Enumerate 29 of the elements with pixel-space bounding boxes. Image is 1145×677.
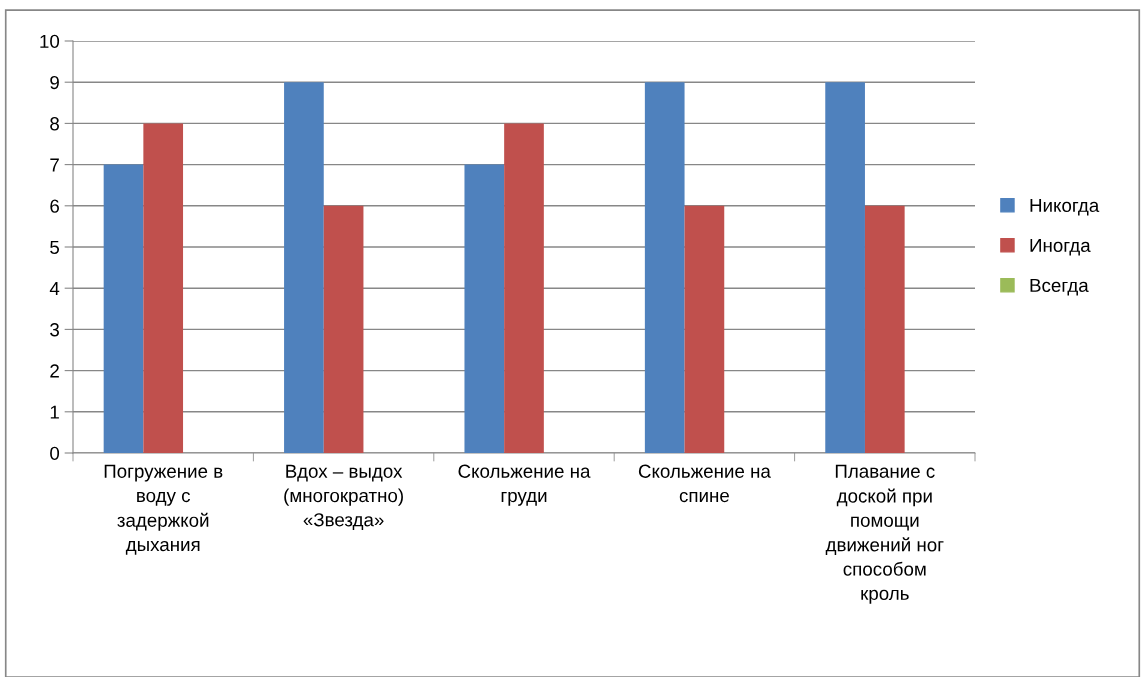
bar: [825, 82, 865, 453]
legend-label: Всегда: [1030, 278, 1089, 296]
bar: [284, 82, 324, 453]
x-tick-label: Вдох – выдох (многократно) «Звезда»: [284, 464, 403, 530]
y-tick-label: 2: [50, 364, 59, 378]
bar: [684, 205, 725, 453]
y-tick-label: 0: [50, 446, 60, 460]
x-tick-label: Погружение в воду с задержкой дыхания: [104, 464, 223, 555]
y-tick-label: 3: [50, 323, 59, 337]
y-tick-label: 1: [50, 405, 59, 419]
bar: [143, 123, 184, 453]
y-tick-label: 4: [49, 282, 60, 295]
x-tick-label: Плавание с доской при помощи движений ног способом кроль: [825, 464, 944, 604]
y-tick-label: 8: [50, 117, 59, 131]
bar: [504, 123, 544, 453]
x-tick-label: Скольжение на груди: [458, 464, 591, 506]
y-tick-label: 7: [50, 158, 59, 172]
bar: [103, 164, 144, 453]
bar: [464, 164, 505, 453]
bar: [864, 205, 905, 453]
bar: [644, 82, 685, 453]
legend-label: Никогда: [1030, 198, 1100, 216]
y-tick-label: 9: [50, 75, 59, 90]
y-tick-label: 5: [50, 240, 60, 254]
legend-label: Иногда: [1030, 238, 1091, 256]
y-tick-label: 10: [40, 34, 60, 48]
x-tick-label: Скольжение на спине: [638, 464, 771, 503]
y-tick-label: 6: [50, 199, 59, 213]
bar: [323, 205, 364, 453]
